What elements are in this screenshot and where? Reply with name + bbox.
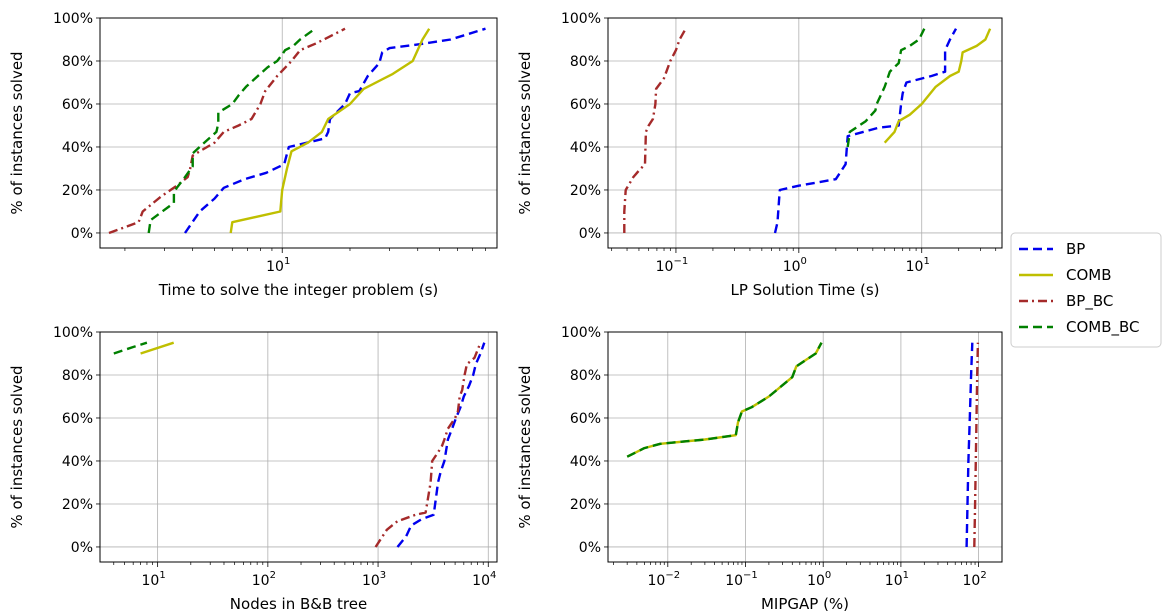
y-axis-label: % of instances solved xyxy=(516,51,534,214)
series-line-bp xyxy=(396,342,486,548)
x-tick-label: 103 xyxy=(362,570,386,589)
axes-frame xyxy=(99,17,498,249)
y-tick-label: 20% xyxy=(570,183,601,199)
y-tick-label: 0% xyxy=(579,540,601,556)
y-tick-label: 80% xyxy=(570,368,601,384)
y-axis-label: % of instances solved xyxy=(8,365,26,528)
chart-panel-2: 0% 20% 40% 60% 80% 100% 10−1 100 101 LP Solution … xyxy=(516,11,1003,299)
x-tick-label: 100 xyxy=(807,570,831,589)
y-tick-label: 100% xyxy=(561,11,601,27)
series-line-bp-bc xyxy=(374,342,482,548)
series-line-comb-bc xyxy=(113,341,148,355)
legend-box xyxy=(1010,232,1162,348)
y-tick-label: 80% xyxy=(570,54,601,70)
legend-label: BP_BC xyxy=(1066,292,1113,311)
y-tick-label: 100% xyxy=(53,11,93,27)
y-axis-label: % of instances solved xyxy=(8,51,26,214)
chart-panel-4: 0% 20% 40% 60% 80% 100% 10−2 10−1 100 101 102 MIPGA… xyxy=(516,325,1003,613)
series-line-bp-bc xyxy=(973,342,980,548)
series-line-comb-bc xyxy=(147,27,316,234)
series-line-bp xyxy=(184,27,486,234)
series-line-comb xyxy=(626,342,823,458)
y-tick-label: 40% xyxy=(570,454,601,470)
x-tick-label: 10−1 xyxy=(656,256,689,275)
x-axis-label: Nodes in B&B tree xyxy=(230,595,367,613)
legend-label: COMB_BC xyxy=(1066,318,1140,337)
legend: BP COMB BP_BC COMB_BC xyxy=(1010,232,1162,348)
legend-label: COMB xyxy=(1066,266,1112,284)
x-axis-label: MIPGAP (%) xyxy=(761,595,849,613)
series-line-comb-bc xyxy=(626,342,823,458)
series-line-bp-bc xyxy=(623,28,687,233)
x-tick-label: 101 xyxy=(142,570,166,589)
y-tick-label: 40% xyxy=(570,140,601,156)
y-tick-label: 0% xyxy=(579,226,601,242)
x-tick-label: 104 xyxy=(472,570,496,589)
series-line-bp xyxy=(773,28,958,234)
series-line-bp-bc xyxy=(108,27,346,235)
series-line-comb xyxy=(883,28,992,144)
y-tick-label: 80% xyxy=(62,368,93,384)
legend-label: BP xyxy=(1066,240,1085,258)
x-tick-label: 102 xyxy=(963,570,987,589)
x-tick-label: 100 xyxy=(783,256,807,275)
y-tick-label: 80% xyxy=(62,54,93,70)
series-line-bp xyxy=(965,342,974,548)
chart-panel-1: 0% 20% 40% 60% 80% 100% 101 Time to solve the i… xyxy=(8,11,498,299)
x-tick-label: 102 xyxy=(252,570,276,589)
y-tick-label: 60% xyxy=(570,97,601,113)
y-tick-label: 0% xyxy=(71,540,93,556)
x-tick-label: 101 xyxy=(885,570,909,589)
y-tick-label: 40% xyxy=(62,140,93,156)
y-tick-label: 20% xyxy=(62,497,93,513)
axes-frame xyxy=(607,17,1003,249)
chart-panel-3: 0% 20% 40% 60% 80% 100% 101 102 103 104 Nodes in B… xyxy=(8,325,498,613)
x-axis-label: Time to solve the integer problem (s) xyxy=(158,281,439,299)
y-tick-label: 0% xyxy=(71,226,93,242)
y-tick-label: 20% xyxy=(62,183,93,199)
x-tick-label: 10−2 xyxy=(648,570,681,589)
y-tick-label: 40% xyxy=(62,454,93,470)
series-line-comb-bc xyxy=(846,28,926,148)
axes-frame xyxy=(607,331,1003,563)
y-tick-label: 60% xyxy=(570,411,601,427)
y-tick-label: 100% xyxy=(53,325,93,341)
x-tick-label: 101 xyxy=(906,256,930,275)
y-tick-label: 60% xyxy=(62,97,93,113)
x-tick-label: 101 xyxy=(266,256,290,275)
axes-frame xyxy=(99,331,498,563)
y-tick-label: 20% xyxy=(570,497,601,513)
y-tick-label: 60% xyxy=(62,411,93,427)
x-axis-label: LP Solution Time (s) xyxy=(730,281,879,299)
x-tick-label: 10−1 xyxy=(725,570,758,589)
series-line-comb xyxy=(140,341,175,355)
y-axis-label: % of instances solved xyxy=(516,365,534,528)
series-line-comb xyxy=(229,28,431,234)
y-tick-label: 100% xyxy=(561,325,601,341)
